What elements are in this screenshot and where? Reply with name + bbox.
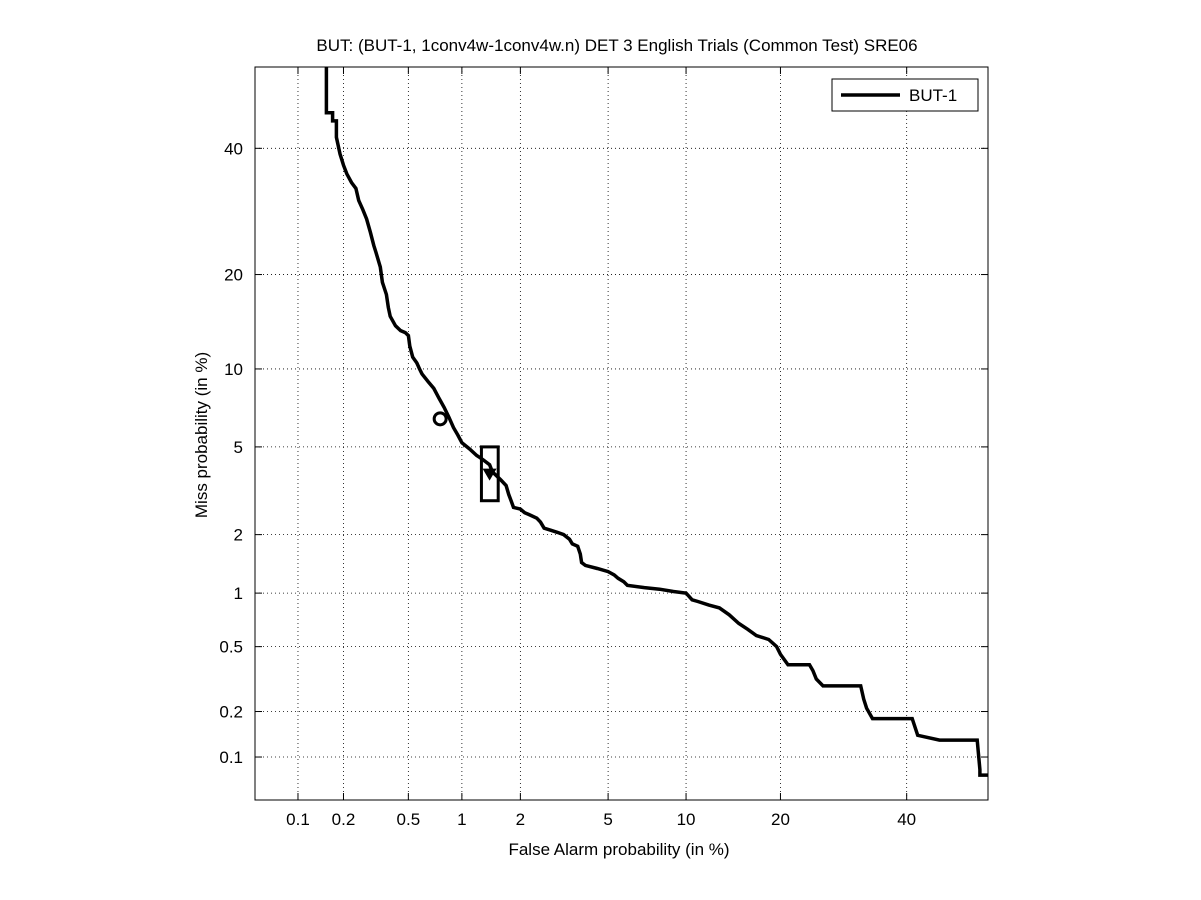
act-dcf-triangle-marker bbox=[482, 468, 497, 481]
x-tick-label: 0.1 bbox=[286, 810, 310, 829]
y-tick-label: 20 bbox=[224, 266, 243, 285]
det-curve-layer bbox=[324, 67, 988, 777]
operating-point-markers bbox=[432, 411, 500, 503]
x-tick-labels: 0.1 0.2 0.5 1 2 5 10 20 40 bbox=[286, 810, 916, 829]
chart-title: BUT: (BUT-1, 1conv4w-1conv4w.n) DET 3 En… bbox=[316, 36, 917, 55]
y-tick-label: 2 bbox=[234, 526, 243, 545]
y-tick-label: 1 bbox=[234, 584, 243, 603]
x-tick-label: 2 bbox=[516, 810, 525, 829]
y-tick-label: 0.2 bbox=[219, 703, 243, 722]
y-tick-label: 5 bbox=[234, 438, 243, 457]
axis-ticks bbox=[255, 67, 988, 800]
x-axis-label: False Alarm probability (in %) bbox=[508, 840, 729, 859]
y-tick-label: 10 bbox=[224, 360, 243, 379]
x-tick-label: 10 bbox=[677, 810, 696, 829]
x-tick-label: 0.5 bbox=[397, 810, 421, 829]
x-tick-label: 1 bbox=[457, 810, 466, 829]
legend-entry-but-1: BUT-1 bbox=[909, 86, 957, 105]
x-tick-label: 0.2 bbox=[332, 810, 356, 829]
x-tick-label: 5 bbox=[603, 810, 612, 829]
x-tick-label: 20 bbox=[771, 810, 790, 829]
confidence-box-marker bbox=[479, 445, 500, 503]
y-axis-label: Miss probability (in %) bbox=[192, 352, 211, 518]
y-tick-labels: 0.1 0.2 0.5 1 2 5 10 20 40 bbox=[219, 139, 243, 767]
min-dcf-circle-marker bbox=[432, 411, 448, 427]
legend: BUT-1 bbox=[831, 78, 979, 112]
axes-frame bbox=[254, 66, 989, 801]
x-tick-label: 40 bbox=[897, 810, 916, 829]
y-tick-label: 0.1 bbox=[219, 748, 243, 767]
y-tick-label: 0.5 bbox=[219, 638, 243, 657]
det-curve-but-1 bbox=[324, 67, 988, 777]
y-tick-label: 40 bbox=[224, 139, 243, 158]
